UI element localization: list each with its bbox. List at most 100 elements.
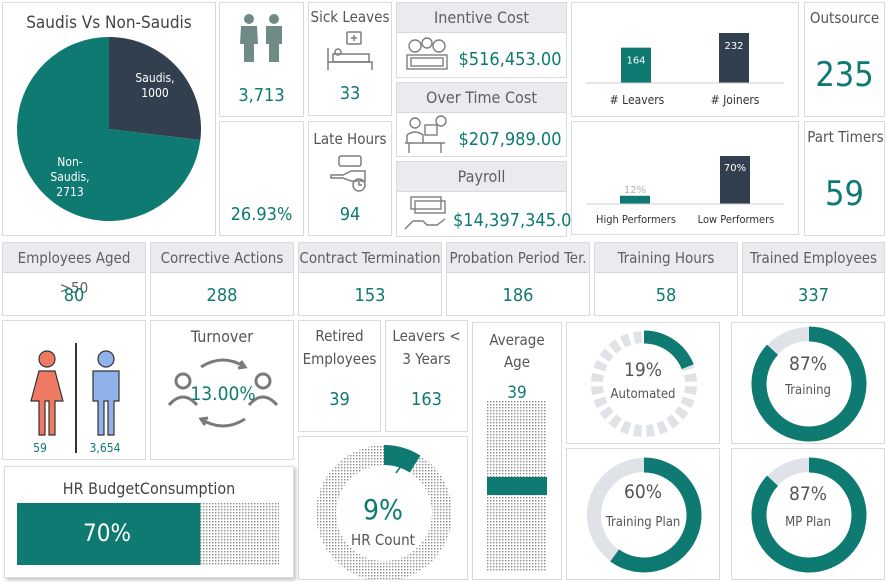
turnover-title: Turnover <box>190 327 254 346</box>
mp-plan-card: 87% MP Plan <box>731 448 885 580</box>
kpi-value: 288 <box>206 285 238 306</box>
payroll-card: Payroll $14,397,345.00 <box>396 161 582 237</box>
hr-budget-value: 70% <box>83 519 131 547</box>
leavers-3y-title-line1: Leavers < <box>392 327 461 345</box>
incentive-cost-title: Inentive Cost <box>397 3 566 33</box>
saudis-label-line1: Saudis, <box>135 71 175 85</box>
overtime-cost-card: Over Time Cost $207,989.00 <box>396 82 567 157</box>
kpi-employees-aged-50: Employees Aged >50 80 <box>2 242 146 316</box>
automated-label: Automated <box>610 387 676 402</box>
incentive-cost-card: Inentive Cost $516,453.00 <box>396 2 567 78</box>
kpi-value: 58 <box>655 285 677 306</box>
donut-track-segment <box>666 414 680 429</box>
female-icon <box>30 350 64 436</box>
hr-budget-title: HR BudgetConsumption <box>62 479 236 498</box>
percentage-card: 26.93% <box>219 121 304 236</box>
part-timers-value: 59 <box>825 174 864 214</box>
employees-card: 3,713 <box>219 2 304 117</box>
mp-plan-value: 87% <box>789 483 827 505</box>
bar-highperformers[interactable] <box>620 195 650 204</box>
late-hours-title: Late Hours <box>313 130 387 148</box>
non-saudis-label-line3: 2713 <box>56 185 84 199</box>
hr-count-arc <box>383 445 421 473</box>
late-hours-card: Late Hours 94 <box>308 121 392 236</box>
bar-value-label: 164 <box>626 56 645 67</box>
average-age-title-line2: Age <box>503 353 531 371</box>
kpi-value: 80 <box>63 285 85 306</box>
male-count: 3,654 <box>89 441 121 455</box>
hr-budget-bar <box>17 503 279 565</box>
non-saudis-slice-label: Non- Saudis, 2713 <box>45 155 95 200</box>
payroll-value: $14,397,345.00 <box>453 210 582 231</box>
kpi-title: Probation Period Ter. <box>447 243 589 273</box>
training-label: Training <box>785 383 831 398</box>
saudis-pie-title: Saudis Vs Non-Saudis <box>26 13 192 33</box>
hr-count-pointer <box>395 450 413 474</box>
donut-track-segment <box>608 414 622 429</box>
donut-value-arc <box>610 457 702 573</box>
female-count: 59 <box>33 441 47 455</box>
donut-track-segment <box>632 331 643 344</box>
saudis-pie-card: Saudis Vs Non-Saudis Saudis, 1000 Non- S… <box>2 2 216 236</box>
bar-value-label: 232 <box>724 41 743 52</box>
leavers-axis-label: # Leavers <box>609 93 665 107</box>
leavers-joiners-card: 164 232 # Leavers # Joiners <box>571 2 799 117</box>
donut-track-segment <box>674 406 689 420</box>
performers-card: 12% 70% High Performers Low Performers <box>571 121 799 235</box>
donut-track-segment <box>593 396 608 409</box>
late-hours-value: 94 <box>339 204 361 225</box>
payroll-title: Payroll <box>397 162 566 192</box>
donut-track-segment <box>591 385 604 396</box>
outsource-value: 235 <box>815 55 874 95</box>
kpi-value: 186 <box>502 285 534 306</box>
overtime-cost-value: $207,989.00 <box>458 129 562 150</box>
mp-plan-label: MP Plan <box>785 515 831 530</box>
average-age-gauge <box>487 401 547 571</box>
kpi-title: Training Hours <box>595 243 737 273</box>
outsource-title: Outsource <box>809 9 880 27</box>
donut-track-segment <box>656 420 669 435</box>
kpi-probation-period: Probation Period Ter. 186 <box>446 242 590 316</box>
gender-divider <box>75 343 77 453</box>
leavers-joiners-chart: 164 232 <box>586 33 784 84</box>
donut-value-arc <box>643 330 694 370</box>
training-plan-value: 60% <box>624 481 662 503</box>
average-age-value: 39 <box>507 383 527 403</box>
leavers-3y-title-line2: 3 Years <box>402 350 451 368</box>
bar-joiners[interactable] <box>719 33 749 83</box>
percentage-value: 26.93% <box>230 204 293 225</box>
saudis-slice-label: Saudis, 1000 <box>127 71 183 101</box>
kpi-training-hours: Training Hours 58 <box>594 242 738 316</box>
kpi-value: 337 <box>798 285 829 306</box>
employees-value: 3,713 <box>238 85 285 106</box>
saudis-pie-chart <box>16 37 201 221</box>
people-icon <box>240 14 282 62</box>
training-donut <box>751 326 867 442</box>
age-gauge-marker <box>487 477 547 495</box>
high-performers-label: High Performers <box>596 213 676 226</box>
bar-value-label: 70% <box>724 163 746 174</box>
kpi-title: Corrective Actions <box>151 243 293 273</box>
retired-value: 39 <box>329 389 350 410</box>
leavers-3y-value: 163 <box>411 389 442 410</box>
donut-value-arc <box>751 326 867 442</box>
money-icon <box>406 37 448 70</box>
automated-donut <box>591 330 697 437</box>
training-plan-card: 60% Training Plan <box>566 448 720 580</box>
pie-slice-saudis[interactable] <box>109 37 201 141</box>
bar-lowperformers[interactable] <box>720 156 750 204</box>
donut-track-segment <box>599 406 614 420</box>
performers-chart: 12% 70% <box>586 156 784 205</box>
saudis-label-line2: 1000 <box>141 86 169 100</box>
part-timers-card: Part Timers 59 <box>804 121 885 236</box>
pie-slice-non-saudis[interactable] <box>16 37 201 221</box>
bar-leavers[interactable] <box>621 47 651 83</box>
hospital-bed-icon <box>327 31 373 70</box>
automated-value: 19% <box>624 359 662 381</box>
turnover-card: Turnover 13.00% <box>150 320 294 460</box>
kpi-value: 153 <box>354 285 386 306</box>
part-timers-title: Part Timers <box>807 128 884 146</box>
donut-track-segment <box>680 396 695 409</box>
kpi-trained-employees: Trained Employees 337 <box>742 242 885 316</box>
donut-track-segment <box>645 424 656 437</box>
